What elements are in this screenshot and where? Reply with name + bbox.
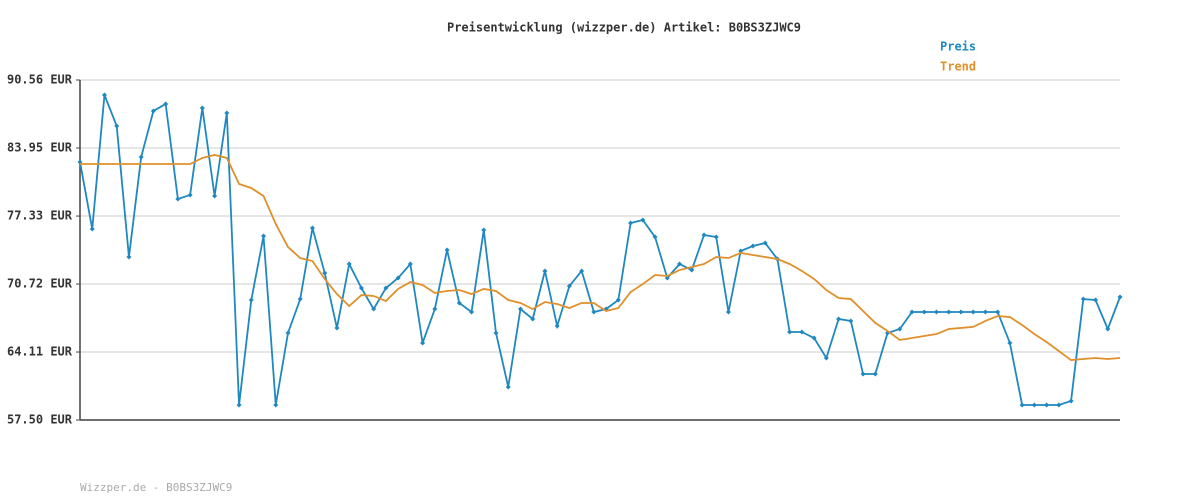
point: [1007, 340, 1013, 346]
point: [628, 220, 634, 226]
point: [1105, 326, 1111, 332]
point: [138, 154, 144, 160]
point: [1068, 398, 1074, 404]
point: [285, 330, 291, 336]
point: [505, 384, 511, 390]
point: [1093, 297, 1099, 303]
point: [383, 285, 389, 291]
point: [199, 105, 205, 111]
y-tick-label: 70.72 EUR: [7, 277, 73, 291]
point: [358, 285, 364, 291]
point: [273, 402, 279, 408]
point: [872, 371, 878, 377]
point: [334, 325, 340, 331]
point: [187, 192, 193, 198]
point: [1080, 296, 1086, 302]
point: [762, 240, 768, 246]
point: [322, 270, 328, 276]
point: [738, 248, 744, 254]
point: [787, 329, 793, 335]
point: [982, 309, 988, 315]
point: [395, 275, 401, 281]
point: [1117, 294, 1123, 300]
point: [970, 309, 976, 315]
point: [493, 330, 499, 336]
point: [591, 309, 597, 315]
point: [224, 110, 230, 116]
chart-title: Preisentwicklung (wizzper.de) Artikel: B…: [447, 21, 801, 35]
point: [432, 306, 438, 312]
point: [677, 261, 683, 267]
point: [701, 232, 707, 238]
point: [750, 243, 756, 249]
point: [689, 267, 695, 273]
point: [995, 309, 1001, 315]
point: [1056, 402, 1062, 408]
point: [212, 193, 218, 199]
point: [554, 323, 560, 329]
point: [1044, 402, 1050, 408]
point: [652, 234, 658, 240]
point: [456, 300, 462, 306]
point: [799, 329, 805, 335]
point: [89, 226, 95, 232]
point: [469, 309, 475, 315]
y-tick-label: 57.50 EUR: [7, 413, 73, 427]
point: [261, 233, 267, 239]
point: [126, 254, 132, 260]
line-1: [80, 154, 1121, 361]
point: [615, 297, 621, 303]
point: [566, 283, 572, 289]
point: [114, 123, 120, 129]
point: [860, 371, 866, 377]
point: [346, 261, 352, 267]
point: [848, 318, 854, 324]
point: [444, 247, 450, 253]
point: [236, 402, 242, 408]
point: [823, 355, 829, 361]
point: [946, 309, 952, 315]
legend-label: Preis: [940, 40, 976, 54]
y-tick-label: 90.56 EUR: [7, 73, 73, 87]
point: [713, 234, 719, 240]
y-tick-label: 64.11 EUR: [7, 345, 73, 359]
point: [530, 316, 536, 322]
point: [371, 306, 377, 312]
point: [150, 108, 156, 114]
point: [481, 227, 487, 233]
point: [933, 309, 939, 315]
point: [725, 309, 731, 315]
point: [101, 92, 107, 98]
point: [309, 225, 315, 231]
point: [811, 335, 817, 341]
point: [836, 316, 842, 322]
point: [175, 196, 181, 202]
point: [921, 309, 927, 315]
point: [420, 340, 426, 346]
point: [297, 296, 303, 302]
point: [897, 326, 903, 332]
point: [909, 309, 915, 315]
y-tick-label: 77.33 EUR: [7, 209, 73, 223]
y-tick-label: 83.95 EUR: [7, 140, 73, 154]
point: [1031, 402, 1037, 408]
point: [542, 268, 548, 274]
point: [958, 309, 964, 315]
point: [579, 268, 585, 274]
point: [517, 306, 523, 312]
point: [407, 261, 413, 267]
point: [163, 101, 169, 107]
point: [248, 297, 254, 303]
point: [640, 217, 646, 223]
footer: Wizzper.de - B0BS3ZJWC9: [80, 481, 232, 494]
legend-label: Trend: [940, 60, 976, 74]
point: [1019, 402, 1025, 408]
